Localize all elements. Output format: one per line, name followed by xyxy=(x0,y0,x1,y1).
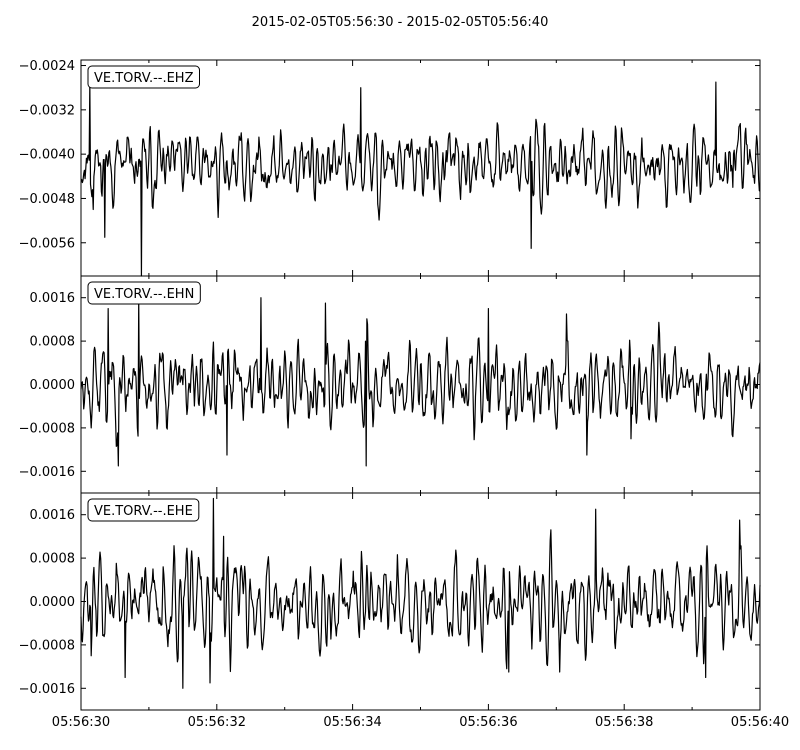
panel-2: 0.0016 0.0008 0.0000 −0.0008 −0.0016 VE.TORV.… xyxy=(19,275,761,494)
y-tick-label: −0.0032 xyxy=(19,103,75,118)
trace-legend-box xyxy=(87,65,200,89)
x-tick-label: 05:56:36 xyxy=(459,715,517,730)
panel-frame xyxy=(80,59,761,277)
y-tick-label: −0.0016 xyxy=(19,682,75,697)
waveform-trace xyxy=(80,297,761,467)
y-tick-label: −0.0008 xyxy=(19,638,75,653)
waveform-panels: −0.0024 −0.0032 −0.0040 −0.0048 −0.0056 VE.TO… xyxy=(19,59,761,711)
y-tick-label: −0.0016 xyxy=(19,465,75,480)
trace-legend-label: VE.TORV.--.EHE xyxy=(94,504,193,519)
waveform-trace xyxy=(80,81,761,277)
y-tick-label: 0.0000 xyxy=(30,378,76,393)
y-tick-label: 0.0016 xyxy=(30,291,76,306)
trace-legend-box xyxy=(87,498,200,522)
chart-title: 2015-02-05T05:56:30 - 2015-02-05T05:56:4… xyxy=(252,15,549,30)
x-tick-label: 05:56:32 xyxy=(188,715,246,730)
y-tick-label: −0.0008 xyxy=(19,421,75,436)
waveform-trace xyxy=(80,497,761,689)
y-tick-label: 0.0000 xyxy=(30,595,76,610)
x-tick-label: 05:56:30 xyxy=(52,715,110,730)
trace-legend-box xyxy=(87,281,201,305)
y-tick-label: −0.0048 xyxy=(19,192,75,207)
trace-legend-label: VE.TORV.--.EHN xyxy=(94,287,194,302)
y-tick-label: −0.0040 xyxy=(19,148,75,163)
y-tick-label: 0.0008 xyxy=(30,552,76,567)
y-tick-label: −0.0024 xyxy=(19,59,75,74)
x-tick-label: 05:56:40 xyxy=(731,715,789,730)
y-tick-label: 0.0008 xyxy=(30,335,76,350)
x-tick-label: 05:56:34 xyxy=(323,715,381,730)
panel-1: −0.0024 −0.0032 −0.0040 −0.0048 −0.0056 VE.TO… xyxy=(19,59,761,277)
panel-3: 0.0016 0.0008 0.0000 −0.0008 −0.0016 VE.TORV.… xyxy=(19,492,761,711)
x-tick-label: 05:56:38 xyxy=(595,715,653,730)
y-tick-label: −0.0056 xyxy=(19,236,75,251)
trace-legend-label: VE.TORV.--.EHZ xyxy=(94,71,194,86)
y-tick-label: 0.0016 xyxy=(30,508,76,523)
trace-legend: VE.TORV.--.EHZ xyxy=(87,65,200,89)
x-axis: 05:56:30 05:56:32 05:56:34 05:56:36 05:56:38… xyxy=(52,715,789,730)
trace-legend: VE.TORV.--.EHN xyxy=(87,281,201,305)
trace-legend: VE.TORV.--.EHE xyxy=(87,498,200,522)
